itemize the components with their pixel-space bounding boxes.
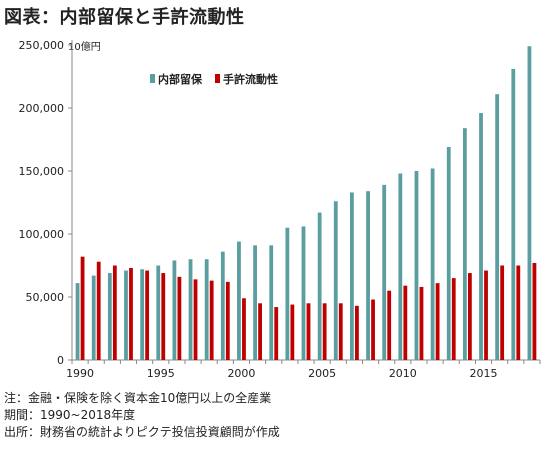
note-scope: 注：金融・保険を除く資本金10億円以上の全産業 <box>4 391 272 405</box>
legend-swatch <box>215 74 220 83</box>
bar-retained-earnings <box>479 113 483 360</box>
bar-liquidity <box>322 303 327 360</box>
bar-liquidity <box>516 265 521 360</box>
note-source: 出所：財務省の統計よりピクテ投信投資顧問が作成 <box>4 425 280 439</box>
bar-liquidity <box>225 281 230 360</box>
bar-liquidity <box>387 290 392 360</box>
bar-retained-earnings <box>285 227 290 360</box>
bar-liquidity <box>161 273 166 360</box>
bar-retained-earnings <box>430 168 435 360</box>
bar-retained-earnings <box>156 265 161 360</box>
bar-liquidity <box>435 283 440 360</box>
bar-retained-earnings <box>414 171 419 360</box>
y-axis-unit-label: 10億円 <box>68 42 101 53</box>
bar-retained-earnings <box>140 269 145 360</box>
bar-liquidity <box>274 307 279 360</box>
bar-liquidity <box>242 298 246 360</box>
bar-retained-earnings <box>462 128 467 360</box>
x-tick-label: 2000 <box>227 367 255 380</box>
bar-retained-earnings <box>269 245 274 360</box>
y-tick-label: 200,000 <box>19 102 65 115</box>
x-tick-label: 1995 <box>147 367 175 380</box>
bar-liquidity <box>306 303 311 360</box>
bar-retained-earnings <box>527 46 532 360</box>
bar-retained-earnings <box>333 201 338 360</box>
y-tick-label: 150,000 <box>19 165 65 178</box>
bar-liquidity <box>129 268 133 360</box>
note-period: 期間：1990~2018年度 <box>4 408 136 422</box>
chart-notes: 注：金融・保険を除く資本金10億円以上の全産業 期間：1990~2018年度 出… <box>4 390 280 441</box>
bar-retained-earnings <box>398 173 403 360</box>
bar-retained-earnings <box>124 270 128 360</box>
y-tick-label: 250,000 <box>19 39 65 52</box>
bar-retained-earnings <box>511 68 516 360</box>
bar-retained-earnings <box>91 275 96 360</box>
y-tick-label: 50,000 <box>26 291 65 304</box>
bar-liquidity <box>403 285 408 360</box>
bar-liquidity <box>500 265 505 360</box>
bar-liquidity <box>193 279 198 360</box>
bar-liquidity <box>371 299 375 360</box>
bar-chart: 0 50,000 100,000 150,000 200,000 250,000 1990 1… <box>19 39 541 380</box>
y-tick-label: 0 <box>57 354 64 367</box>
bar-liquidity <box>467 273 472 360</box>
legend-label: 手許流動性 <box>223 72 278 86</box>
bar-retained-earnings <box>495 94 500 360</box>
bar-retained-earnings <box>220 251 225 360</box>
bar-retained-earnings <box>237 241 241 360</box>
bar-retained-earnings <box>253 245 257 360</box>
bar-liquidity <box>419 286 424 360</box>
bar-liquidity <box>209 280 214 360</box>
bar-retained-earnings <box>172 260 177 360</box>
x-tick-label: 1990 <box>66 367 94 380</box>
bar-liquidity <box>290 304 295 360</box>
bar-liquidity <box>484 270 488 360</box>
bar-retained-earnings <box>366 191 370 360</box>
bar-liquidity <box>145 270 150 360</box>
bar-retained-earnings <box>107 273 112 360</box>
bar-retained-earnings <box>75 283 80 360</box>
x-tick-label: 2005 <box>308 367 336 380</box>
bar-retained-earnings <box>446 147 451 360</box>
bar-liquidity <box>338 303 343 360</box>
bar-liquidity <box>80 256 85 360</box>
bar-retained-earnings <box>301 226 306 360</box>
y-tick-label: 100,000 <box>19 228 65 241</box>
bar-liquidity <box>177 276 182 360</box>
x-tick-label: 2010 <box>389 367 417 380</box>
bar-retained-earnings <box>350 192 354 360</box>
bar-retained-earnings <box>204 259 209 360</box>
bar-liquidity <box>532 262 537 360</box>
legend-swatch <box>150 74 155 83</box>
legend-label: 内部留保 <box>158 72 203 86</box>
chart-title: 図表：内部留保と手許流動性 <box>4 7 245 28</box>
bar-liquidity <box>112 265 117 360</box>
bar-retained-earnings <box>382 184 387 360</box>
bar-liquidity <box>355 305 359 360</box>
x-tick-label: 2015 <box>470 367 498 380</box>
bar-retained-earnings <box>317 212 322 360</box>
bar-liquidity <box>451 278 456 360</box>
bar-retained-earnings <box>188 259 193 360</box>
bar-liquidity <box>258 303 262 360</box>
bar-liquidity <box>96 261 101 360</box>
